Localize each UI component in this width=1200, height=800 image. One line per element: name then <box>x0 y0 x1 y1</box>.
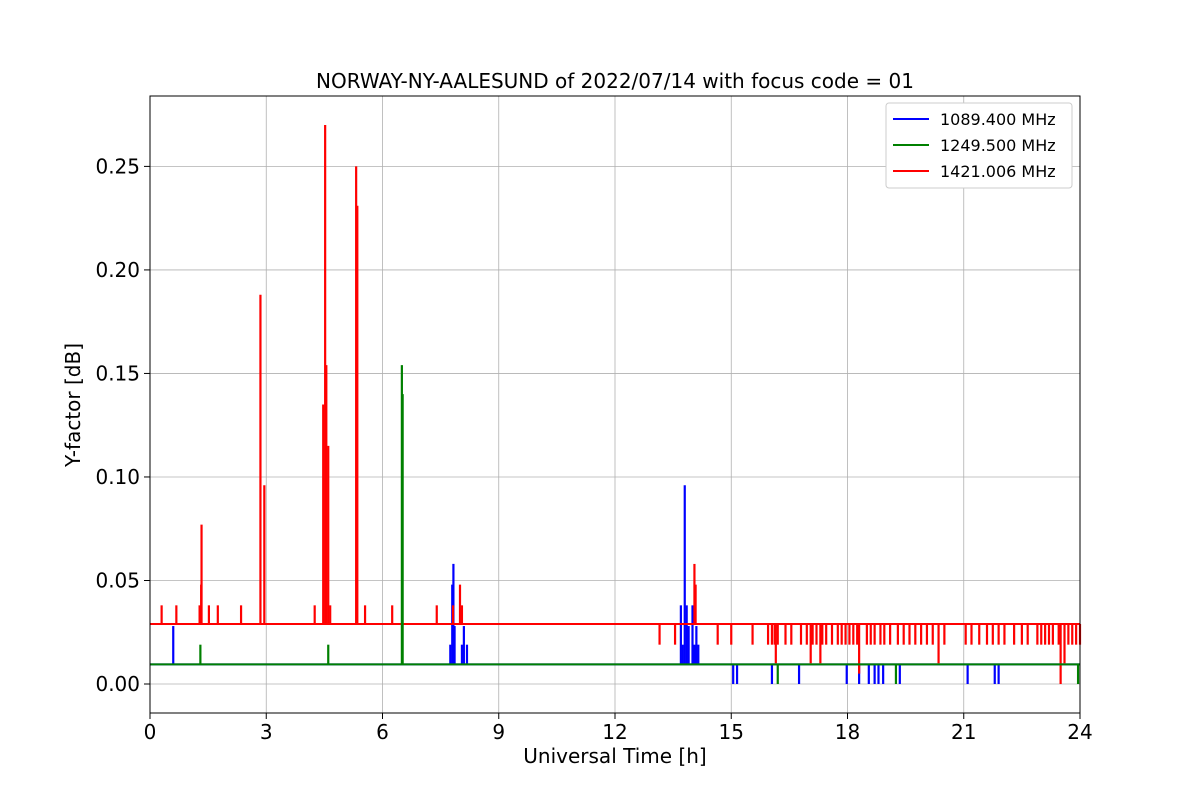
x-tick-label: 3 <box>260 720 273 744</box>
chart-title: NORWAY-NY-AALESUND of 2022/07/14 with fo… <box>316 69 914 93</box>
y-tick-label: 0.10 <box>95 465 140 489</box>
y-axis: 0.00 0.05 0.10 0.15 0.20 0.25 <box>95 154 150 696</box>
y-tick-label: 0.15 <box>95 361 140 385</box>
x-axis: 0 3 6 9 12 15 18 21 24 <box>144 713 1093 744</box>
series-layer <box>150 124 1082 685</box>
y-tick-label: 0.25 <box>95 154 140 178</box>
x-tick-label: 0 <box>144 720 157 744</box>
y-tick-label: 0.05 <box>95 568 140 592</box>
series-1249-500-mhz <box>150 365 1080 685</box>
legend-box <box>885 102 1073 189</box>
x-tick-label: 15 <box>719 720 744 744</box>
x-tick-label: 9 <box>492 720 505 744</box>
legend-label: 1089.400 MHz <box>940 110 1056 129</box>
y-axis-label: Y-factor [dB] <box>61 343 85 468</box>
x-tick-label: 18 <box>835 720 860 744</box>
legend-label: 1421.006 MHz <box>940 162 1056 181</box>
y-tick-label: 0.00 <box>95 672 140 696</box>
series-1421-006-mhz <box>150 124 1082 685</box>
legend: 1089.400 MHz 1249.500 MHz 1421.006 MHz <box>885 102 1073 189</box>
x-tick-label: 24 <box>1067 720 1092 744</box>
x-tick-label: 6 <box>376 720 389 744</box>
legend-label: 1249.500 MHz <box>940 136 1056 155</box>
y-tick-label: 0.20 <box>95 258 140 282</box>
x-tick-label: 21 <box>951 720 976 744</box>
x-tick-label: 12 <box>602 720 627 744</box>
x-axis-label: Universal Time [h] <box>523 744 706 768</box>
